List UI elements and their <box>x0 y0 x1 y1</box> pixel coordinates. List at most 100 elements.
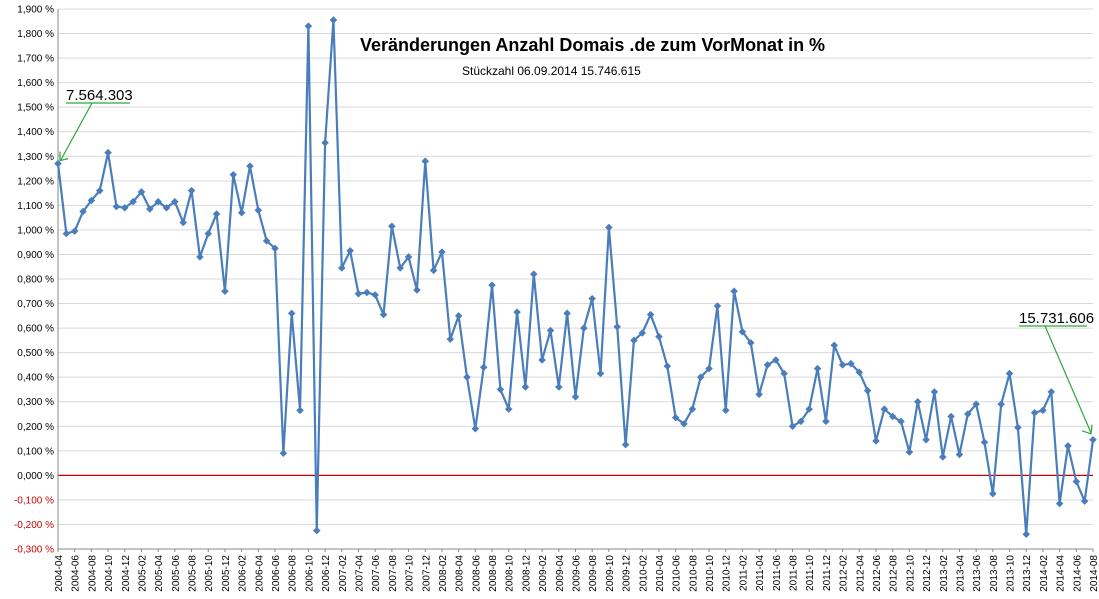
data-point <box>296 406 304 415</box>
data-point <box>1080 497 1089 505</box>
data-point <box>271 244 279 253</box>
data-point <box>721 406 730 415</box>
x-tick-label: 2004-08 <box>87 555 98 592</box>
data-point <box>797 417 805 426</box>
y-tick-label: -0,100 % <box>14 495 54 506</box>
data-point <box>154 197 163 206</box>
x-tick-label: 2014-06 <box>1072 555 1083 592</box>
data-point <box>738 327 747 336</box>
data-point <box>1014 423 1022 432</box>
data-point <box>680 419 688 428</box>
data-point <box>655 332 663 341</box>
annotation-start-arrowhead <box>59 151 69 162</box>
x-tick-label: 2007-10 <box>405 555 416 592</box>
data-point <box>930 388 939 396</box>
data-point <box>838 361 847 369</box>
data-point <box>897 417 905 426</box>
data-point <box>688 405 697 413</box>
y-tick-label: 0,100 % <box>17 446 54 457</box>
data-point <box>471 424 480 433</box>
x-tick-label: 2012-08 <box>889 555 900 592</box>
data-point <box>1030 408 1039 417</box>
data-point <box>438 248 446 256</box>
x-tick-label: 2013-02 <box>939 555 950 592</box>
chart-title: Veränderungen Anzahl Domais .de zum VorM… <box>360 35 826 55</box>
gridlines <box>58 8 1093 550</box>
data-point <box>1047 388 1056 396</box>
data-point <box>713 302 722 310</box>
x-tick-label: 2011-08 <box>789 555 800 591</box>
y-tick-label: 1,100 % <box>17 201 54 212</box>
data-point <box>913 397 922 406</box>
data-point <box>329 16 338 24</box>
data-point <box>196 253 204 261</box>
data-point <box>262 237 271 245</box>
y-tick-label: 1,300 % <box>17 152 54 163</box>
data-point <box>321 138 329 147</box>
data-point <box>880 405 889 413</box>
x-tick-label: 2011-10 <box>805 555 816 591</box>
data-point <box>788 422 797 431</box>
x-tick-label: 2007-12 <box>421 555 432 592</box>
data-point <box>780 369 789 378</box>
data-point <box>413 286 421 294</box>
data-point <box>1055 499 1064 508</box>
x-tick-label: 2010-10 <box>705 555 716 592</box>
y-tick-label: 1,800 % <box>17 29 54 40</box>
data-point <box>95 186 104 195</box>
data-point <box>746 338 755 347</box>
x-tick-label: 2009-12 <box>622 555 633 592</box>
annotation-start-arrow <box>60 102 93 160</box>
data-point <box>554 383 563 391</box>
data-point <box>988 489 997 498</box>
x-tick-label: 2005-04 <box>154 555 165 592</box>
data-point <box>513 308 521 316</box>
data-point <box>1005 369 1014 378</box>
x-tick-label: 2013-10 <box>1006 555 1017 592</box>
data-point <box>171 197 179 206</box>
x-tick-label: 2009-04 <box>555 555 566 592</box>
axes <box>57 9 1094 552</box>
x-tick-label: 2010-08 <box>688 555 699 592</box>
data-point <box>62 229 71 238</box>
data-point <box>187 186 196 195</box>
y-tick-label: 1,200 % <box>17 176 54 187</box>
data-point <box>613 323 622 331</box>
x-tick-label: 2005-10 <box>204 555 215 592</box>
y-tick-label: 0,800 % <box>17 275 54 286</box>
data-point <box>337 264 346 272</box>
x-tick-label: 2006-12 <box>321 555 332 592</box>
x-tick-label: 2008-08 <box>488 555 499 592</box>
y-tick-label: 1,700 % <box>17 54 54 65</box>
x-tick-label: 2005-08 <box>188 555 199 592</box>
x-tick-label: 2006-02 <box>238 555 249 592</box>
data-point <box>237 208 246 217</box>
data-point <box>179 218 188 227</box>
data-point <box>79 207 87 216</box>
x-tick-label: 2009-10 <box>605 555 616 592</box>
data-point <box>705 364 713 373</box>
data-series <box>54 16 1097 539</box>
x-tick-label: 2006-06 <box>271 555 282 592</box>
x-tick-label: 2011-02 <box>738 555 749 591</box>
annotation-start-count: 7.564.303 <box>66 87 133 104</box>
y-tick-label: 0,900 % <box>17 250 54 261</box>
data-point <box>997 400 1006 409</box>
x-tick-label: 2011-12 <box>822 555 833 591</box>
data-point <box>596 369 605 378</box>
data-point <box>212 210 221 218</box>
x-tick-label: 2006-08 <box>288 555 299 592</box>
data-point <box>605 223 613 232</box>
annotation-end-count: 15.731.606 <box>1019 310 1095 327</box>
x-tick-label: 2004-12 <box>121 555 132 592</box>
data-point <box>529 270 538 278</box>
data-point <box>488 281 496 289</box>
data-point <box>137 188 146 196</box>
x-tick-label: 2009-08 <box>588 555 599 592</box>
y-tick-label: 0,300 % <box>17 397 54 408</box>
data-point <box>346 246 354 255</box>
x-tick-label: 2009-06 <box>572 555 583 592</box>
data-point <box>454 311 463 320</box>
data-point <box>963 410 972 418</box>
